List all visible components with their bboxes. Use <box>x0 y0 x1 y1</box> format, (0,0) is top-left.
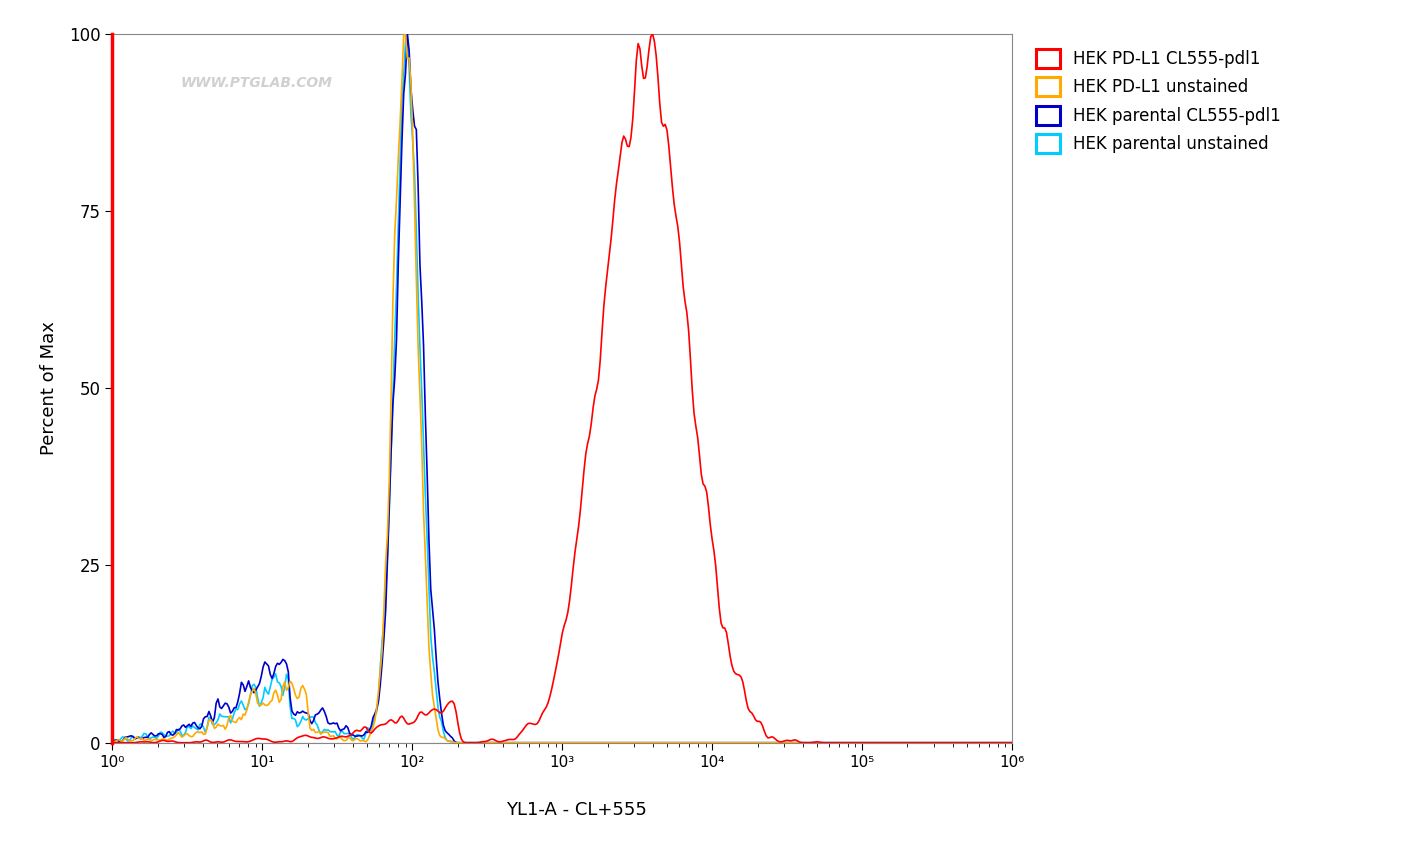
Text: YL1-A - CL+555: YL1-A - CL+555 <box>506 801 647 819</box>
Y-axis label: Percent of Max: Percent of Max <box>39 322 58 455</box>
Legend: HEK PD-L1 CL555-pdl1, HEK PD-L1 unstained, HEK parental CL555-pdl1, HEK parental: HEK PD-L1 CL555-pdl1, HEK PD-L1 unstaine… <box>1029 42 1288 160</box>
Text: WWW.PTGLAB.COM: WWW.PTGLAB.COM <box>180 76 332 90</box>
